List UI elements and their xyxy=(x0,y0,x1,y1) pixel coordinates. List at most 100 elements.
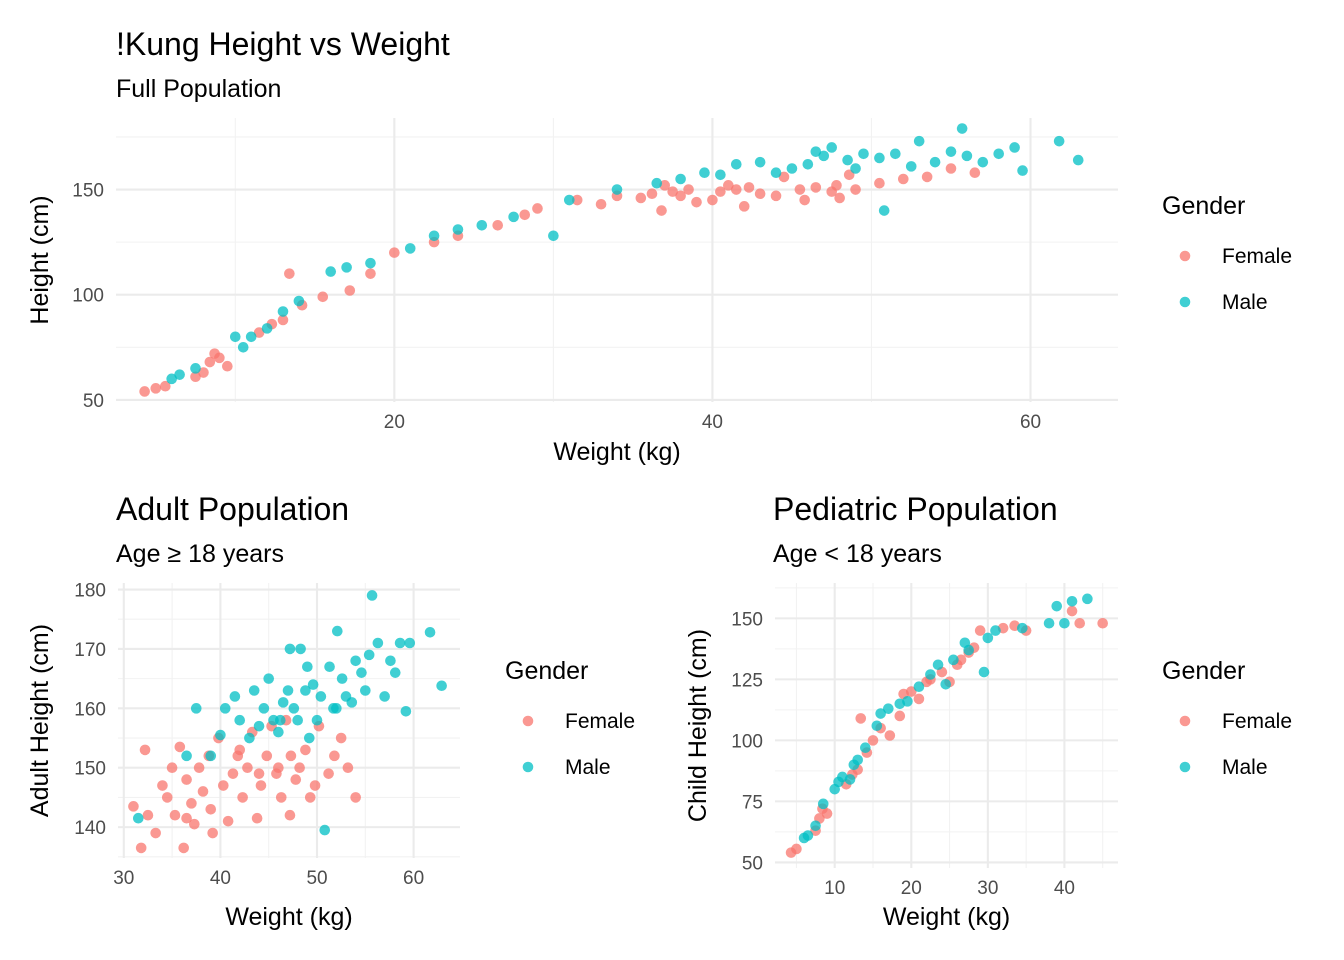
data-point-female xyxy=(646,188,658,200)
data-point-female xyxy=(595,198,607,210)
data-point-male xyxy=(311,714,323,726)
data-point-male xyxy=(336,673,348,684)
data-point-female xyxy=(874,177,885,189)
data-point-female xyxy=(913,693,925,705)
data-point-female xyxy=(242,762,253,774)
gridlines xyxy=(775,583,1118,868)
panel-pediatric-population: 10 20 30 40 50 75 100 125 150 Pediatric Populatio… xyxy=(684,491,1292,931)
data-point-male xyxy=(675,173,686,185)
data-point-male xyxy=(166,373,177,385)
data-point-female xyxy=(867,735,879,746)
data-point-male xyxy=(436,680,447,692)
x-tick-label: 20 xyxy=(901,878,922,899)
data-point-male xyxy=(324,661,335,673)
data-point-female xyxy=(222,815,234,827)
data-point-male xyxy=(394,637,406,649)
x-tick-label: 40 xyxy=(1054,878,1075,899)
y-axis-title: Child Height (cm) xyxy=(684,629,712,822)
data-point-female xyxy=(261,750,273,762)
data-point-male xyxy=(341,262,352,273)
y-tick-label: 150 xyxy=(731,609,763,630)
data-point-female xyxy=(150,827,161,839)
x-tick-label: 40 xyxy=(210,868,231,889)
data-point-female xyxy=(350,792,361,803)
data-point-female xyxy=(186,798,197,809)
y-tick-label: 50 xyxy=(83,391,104,412)
data-point-male xyxy=(699,167,710,178)
data-point-male xyxy=(350,655,361,667)
data-point-female xyxy=(754,188,766,200)
data-point-male xyxy=(858,148,869,160)
data-point-male xyxy=(956,123,968,134)
data-point-male xyxy=(810,146,822,157)
data-point-female xyxy=(905,686,917,697)
data-point-male xyxy=(476,219,488,231)
data-point-male xyxy=(730,158,742,170)
data-point-male xyxy=(878,205,890,216)
data-point-female xyxy=(1074,617,1086,629)
data-point-female xyxy=(955,654,967,666)
data-point-female xyxy=(656,205,667,216)
data-point-female xyxy=(275,792,287,803)
data-point-male xyxy=(810,820,821,832)
data-point-male xyxy=(379,691,390,702)
data-point-female xyxy=(723,180,734,191)
data-point-male xyxy=(319,824,331,836)
legend-key-male xyxy=(1179,761,1191,773)
data-point-male xyxy=(292,714,303,726)
data-point-male xyxy=(844,774,856,785)
data-point-female xyxy=(181,774,192,785)
x-axis-title: Weight (kg) xyxy=(553,438,680,466)
data-point-female xyxy=(707,194,718,206)
data-point-female xyxy=(135,842,147,854)
data-point-female xyxy=(342,762,354,774)
data-point-male xyxy=(237,342,249,353)
data-point-female xyxy=(139,386,150,397)
data-point-male xyxy=(302,661,313,673)
x-tick-label: 50 xyxy=(306,868,327,889)
data-point-male xyxy=(1016,622,1028,634)
chart-title: Adult Population xyxy=(116,491,349,527)
data-points xyxy=(785,593,1108,858)
y-tick-label: 100 xyxy=(72,286,104,307)
data-point-female xyxy=(128,801,139,812)
data-point-female xyxy=(715,186,726,197)
data-point-female xyxy=(850,184,861,195)
data-point-female xyxy=(492,219,504,231)
data-point-male xyxy=(860,742,871,754)
legend: Gender Female Male xyxy=(1162,657,1292,779)
data-point-female xyxy=(304,792,316,803)
data-point-male xyxy=(132,812,144,824)
data-point-male xyxy=(253,720,265,732)
data-point-male xyxy=(295,643,306,655)
data-point-male xyxy=(205,750,217,762)
data-point-female xyxy=(193,762,205,774)
data-point-female xyxy=(317,291,329,303)
data-point-male xyxy=(852,754,863,766)
data-point-female xyxy=(821,808,833,819)
chart-title: !Kung Height vs Weight xyxy=(116,26,450,62)
data-point-male xyxy=(190,703,202,714)
data-point-male xyxy=(315,691,327,702)
panel-adult-population: 30 40 50 60 140 150 160 170 180 Adult Population A… xyxy=(26,491,635,931)
data-point-male xyxy=(219,703,231,714)
y-tick-label: 75 xyxy=(742,792,763,813)
data-point-female xyxy=(139,744,151,756)
data-point-male xyxy=(1053,135,1065,147)
data-point-female xyxy=(253,327,265,338)
y-tick-label: 180 xyxy=(74,581,106,602)
chart-title: Pediatric Population xyxy=(773,491,1058,527)
data-point-male xyxy=(818,150,830,162)
data-point-male xyxy=(300,685,311,696)
data-point-male xyxy=(365,257,376,269)
data-point-male xyxy=(245,331,257,343)
data-point-male xyxy=(277,306,289,317)
data-point-male xyxy=(275,714,286,726)
data-point-male xyxy=(325,266,337,277)
data-point-male xyxy=(802,158,814,170)
data-point-female xyxy=(284,268,295,279)
data-point-male xyxy=(1017,165,1028,176)
data-point-female xyxy=(329,750,340,762)
data-point-female xyxy=(161,792,173,803)
y-tick-label: 160 xyxy=(74,699,106,720)
